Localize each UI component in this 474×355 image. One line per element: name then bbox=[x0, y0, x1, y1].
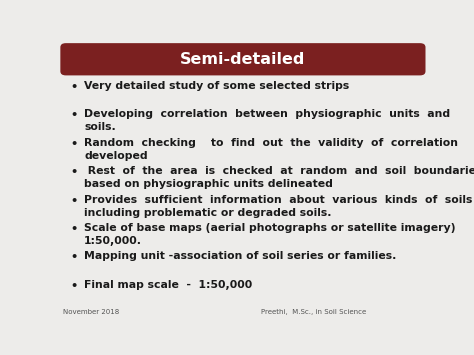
Text: Rest  of  the  area  is  checked  at  random  and  soil  boundaries: Rest of the area is checked at random an… bbox=[84, 166, 474, 176]
Text: Very detailed study of some selected strips: Very detailed study of some selected str… bbox=[84, 81, 349, 91]
Text: Developing  correlation  between  physiographic  units  and: Developing correlation between physiogra… bbox=[84, 109, 450, 119]
Text: •: • bbox=[70, 195, 78, 208]
Text: based on physiographic units delineated: based on physiographic units delineated bbox=[84, 179, 333, 189]
Text: •: • bbox=[70, 251, 78, 264]
Text: 1:50,000.: 1:50,000. bbox=[84, 236, 142, 246]
Text: Provides  sufficient  information  about  various  kinds  of  soils: Provides sufficient information about va… bbox=[84, 195, 473, 204]
Text: soils.: soils. bbox=[84, 122, 116, 132]
Text: Scale of base maps (aerial photographs or satellite imagery): Scale of base maps (aerial photographs o… bbox=[84, 223, 456, 233]
Text: •: • bbox=[70, 109, 78, 122]
Text: •: • bbox=[70, 138, 78, 151]
FancyBboxPatch shape bbox=[60, 43, 426, 75]
Text: Preethi,  M.Sc., in Soil Science: Preethi, M.Sc., in Soil Science bbox=[261, 308, 366, 315]
Text: November 2018: November 2018 bbox=[63, 308, 119, 315]
Text: •: • bbox=[70, 280, 78, 293]
Text: including problematic or degraded soils.: including problematic or degraded soils. bbox=[84, 208, 332, 218]
Text: Semi-detailed: Semi-detailed bbox=[180, 52, 306, 67]
Text: Final map scale  -  1:50,000: Final map scale - 1:50,000 bbox=[84, 280, 253, 290]
Text: Mapping unit -association of soil series or families.: Mapping unit -association of soil series… bbox=[84, 251, 397, 261]
Text: •: • bbox=[70, 166, 78, 179]
Text: developed: developed bbox=[84, 151, 148, 161]
Text: Random  checking    to  find  out  the  validity  of  correlation: Random checking to find out the validity… bbox=[84, 138, 458, 148]
Text: •: • bbox=[70, 223, 78, 236]
Text: •: • bbox=[70, 81, 78, 94]
